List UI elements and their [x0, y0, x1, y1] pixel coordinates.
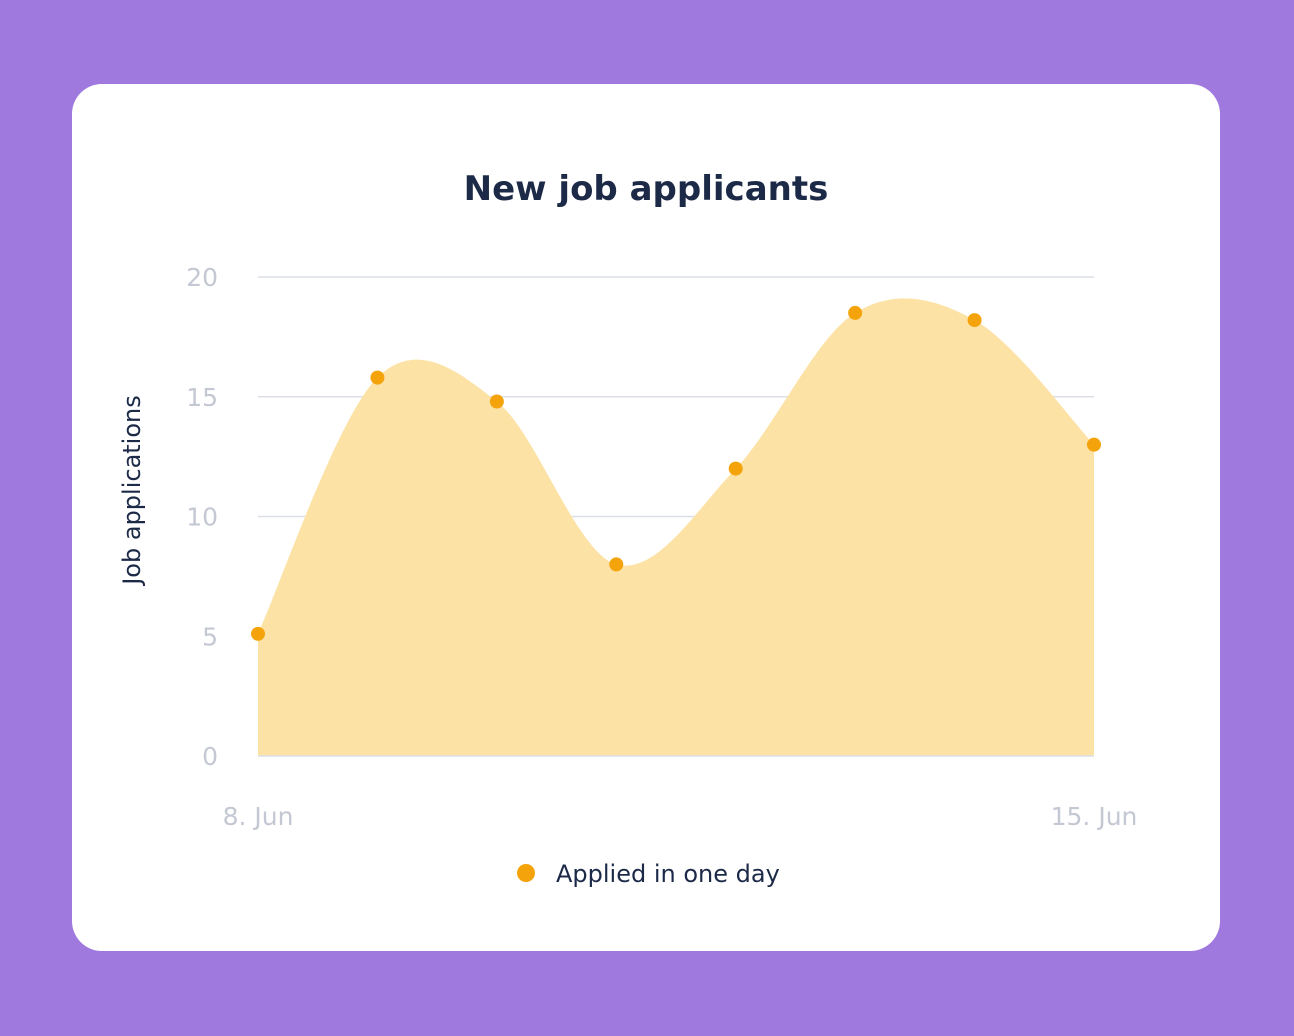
legend-label[interactable]: Applied in one day [556, 860, 780, 888]
data-point[interactable] [967, 313, 982, 328]
data-point[interactable] [1087, 437, 1101, 452]
y-tick-label: 10 [186, 503, 218, 532]
data-point[interactable] [489, 394, 504, 409]
data-point[interactable] [370, 370, 385, 385]
y-tick-label: 20 [186, 263, 218, 292]
data-point[interactable] [251, 626, 265, 641]
data-point[interactable] [848, 305, 863, 320]
data-point[interactable] [609, 557, 624, 572]
legend-marker [517, 864, 535, 882]
chart-title: New job applicants [464, 169, 829, 209]
y-axis-label: Job applications [118, 395, 146, 587]
legend[interactable]: Applied in one day [517, 860, 780, 888]
x-tick-label: 15. Jun [1051, 802, 1138, 831]
x-tick-label: 8. Jun [223, 802, 294, 831]
series-points [251, 305, 1101, 641]
x-axis-ticks: 8. Jun 15. Jun [223, 802, 1138, 831]
y-tick-label: 0 [202, 742, 218, 771]
data-point[interactable] [728, 461, 743, 476]
y-axis-ticks: 0 5 10 15 20 [186, 263, 218, 771]
y-tick-label: 15 [186, 383, 218, 412]
y-tick-label: 5 [202, 622, 218, 651]
series-area-fill [258, 298, 1094, 756]
